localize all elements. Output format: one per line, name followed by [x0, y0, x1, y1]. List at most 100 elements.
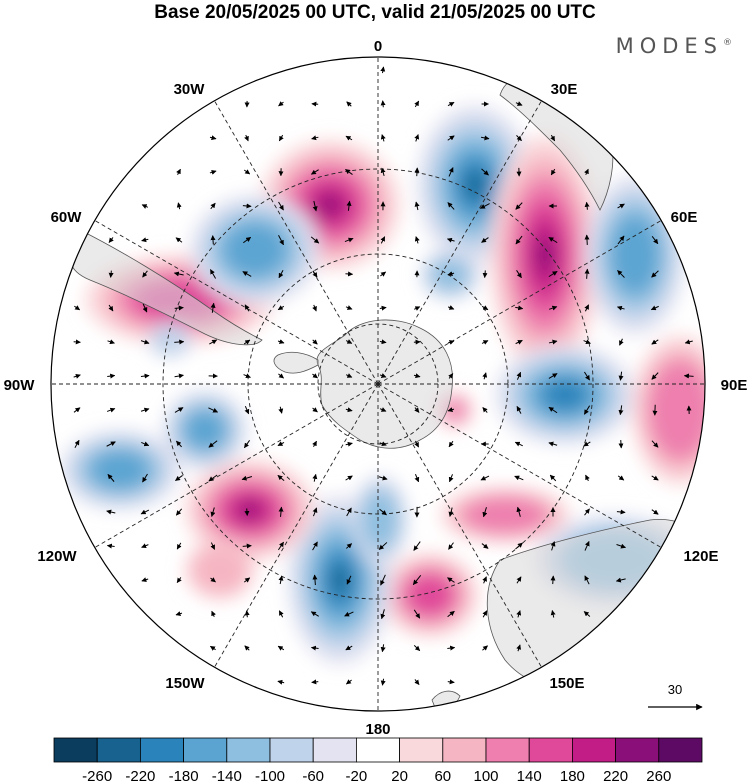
colorbar-tick-label: 220: [603, 768, 628, 783]
wind-arrow: [548, 406, 558, 414]
wind-arrow: [210, 577, 216, 583]
wind-arrow: [550, 609, 556, 618]
wind-arrow: [312, 407, 318, 413]
wind-arrow: [106, 509, 116, 515]
latitude-circle: [162, 168, 594, 600]
wind-arrow: [380, 644, 386, 653]
wind-arrow: [413, 609, 421, 619]
colorbar-swatch: [183, 737, 228, 763]
wind-arrow: [140, 373, 150, 379]
colorbar-swatch: [139, 737, 184, 763]
wind-arrow: [380, 100, 386, 108]
wind-arrow: [413, 306, 421, 311]
wind-arrow: [447, 202, 455, 210]
wind-arrow: [345, 645, 353, 651]
wind-arrow: [310, 236, 320, 244]
wind-arrow: [617, 235, 625, 245]
wind-arrow: [176, 542, 182, 550]
wind-arrow: [211, 610, 216, 617]
wind-arrow: [447, 135, 455, 141]
colorbar-tick-label: 100: [473, 768, 498, 783]
wind-arrow: [176, 577, 182, 584]
wind-arrow: [107, 339, 115, 345]
wind-arrow: [380, 236, 386, 244]
wind-arrow: [482, 610, 488, 618]
wind-arrow: [141, 577, 149, 583]
wind-arrow: [482, 270, 488, 279]
wind-arrow: [414, 167, 420, 177]
wind-arrow: [243, 339, 251, 345]
wind-arrow: [583, 405, 591, 415]
colorbar-swatch: [96, 737, 141, 763]
wind-arrow: [618, 405, 624, 416]
wind-arrow: [684, 339, 693, 345]
wind-arrow: [584, 201, 590, 210]
colorbar-swatch: [485, 737, 530, 763]
wind-arrow: [585, 474, 590, 482]
wind-arrow: [584, 268, 590, 279]
wind-arrow: [244, 405, 250, 415]
wind-arrow: [482, 407, 488, 413]
meridian-line: [214, 100, 379, 385]
wind-arrow: [480, 475, 490, 481]
lon-label-120w: 120W: [37, 548, 77, 565]
meridian-line: [377, 383, 542, 668]
wind-arrow: [210, 542, 216, 550]
anomaly-contour: [240, 502, 260, 518]
wind-arrow: [548, 270, 558, 278]
wind-arrow: [482, 645, 488, 651]
wind-arrow: [548, 441, 558, 447]
wind-arrow: [413, 541, 421, 551]
wind-arrow: [312, 339, 318, 345]
wind-arrow: [413, 373, 421, 379]
anomaly-contour: [90, 450, 150, 490]
wind-arrow: [447, 305, 455, 310]
wind-arrow: [312, 373, 318, 379]
brand-mark: ®: [723, 38, 732, 48]
meridian-line: [94, 220, 379, 385]
wind-arrow: [548, 305, 558, 311]
wind-arrow: [583, 441, 591, 447]
colorbar-tick-label: 20: [391, 768, 408, 783]
wind-arrow: [277, 305, 285, 311]
anomaly-contour: [319, 195, 341, 215]
latitude-circle: [317, 323, 439, 445]
wind-arrow: [278, 373, 284, 379]
wind-arrow: [549, 474, 557, 482]
wind-arrow: [243, 577, 251, 583]
lon-label-120e: 120E: [683, 548, 718, 565]
wind-arrow: [243, 169, 251, 175]
wind-arrow: [312, 270, 318, 278]
wind-arrow: [74, 305, 81, 311]
wind-arrow: [277, 645, 285, 651]
wind-arrow: [278, 235, 284, 246]
wind-arrow: [208, 474, 218, 482]
wind-arrow: [481, 168, 489, 176]
meridian-line: [377, 100, 542, 385]
colorbar-swatch: [572, 737, 617, 763]
wind-arrow: [378, 475, 388, 481]
anomaly-contour: [430, 258, 470, 292]
wind-arrow: [310, 611, 319, 617]
wind-arrow: [414, 236, 420, 244]
wind-arrow: [617, 203, 625, 209]
wind-arrow: [414, 474, 420, 483]
wind-arrow: [414, 201, 420, 211]
wind-arrow: [482, 576, 487, 584]
colorbar-swatch: [269, 737, 314, 763]
wind-arrow: [209, 645, 216, 651]
meridian-line: [377, 383, 662, 548]
wind-arrow: [173, 271, 184, 277]
wind-arrow: [312, 440, 317, 447]
wind-arrow: [584, 304, 590, 312]
wind-arrow: [345, 407, 353, 413]
colorbar-tick-label: 260: [646, 768, 671, 783]
wind-arrow: [548, 373, 558, 379]
map-title: Base 20/05/2025 00 UTC, valid 21/05/2025…: [154, 2, 596, 23]
wind-arrow: [277, 474, 285, 482]
anomaly-contour: [610, 215, 660, 295]
wind-arrow: [141, 237, 149, 243]
wind-arrow: [310, 645, 319, 651]
wind-arrow: [209, 135, 217, 141]
